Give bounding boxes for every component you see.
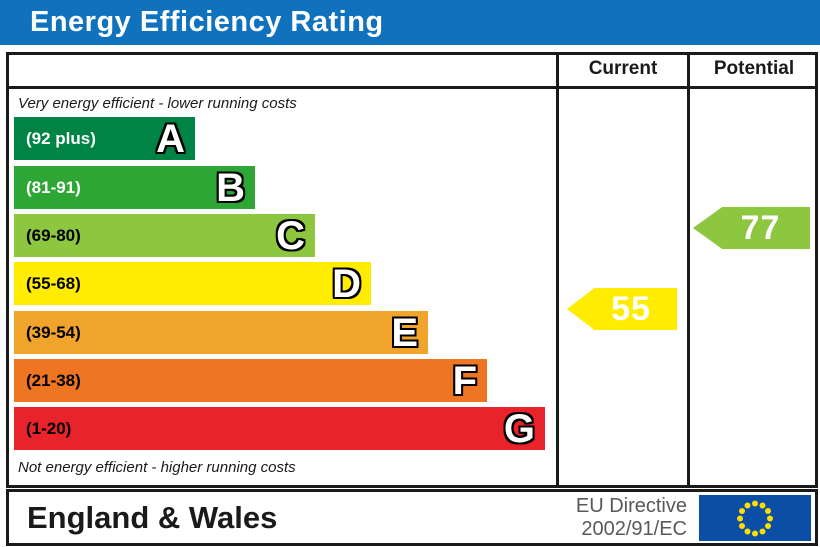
band-c-range: (69-80) [26, 225, 81, 245]
current-column-header: Current [588, 58, 658, 79]
eu-flag-icon [699, 494, 811, 541]
band-a-range: (92 plus) [26, 128, 96, 148]
header-row-divider [6, 86, 818, 89]
band-f: (21-38) F [14, 359, 487, 402]
band-e: (39-54) E [14, 311, 428, 354]
band-g: (1-20) G [14, 407, 545, 450]
band-f-range: (21-38) [26, 370, 81, 390]
eu-directive-line2: 2002/91/EC [581, 517, 687, 540]
current-column-divider [556, 52, 559, 488]
band-a: (92 plus) A [14, 117, 195, 160]
band-c-letter: C [276, 213, 305, 258]
band-e-letter: E [391, 310, 418, 355]
bottom-note: Not energy efficient - higher running co… [18, 459, 296, 476]
band-b: (81-91) B [14, 166, 255, 209]
eu-directive-line1: EU Directive [575, 494, 687, 517]
band-d-range: (55-68) [26, 273, 81, 293]
band-d-letter: D [332, 261, 361, 306]
title-bar: Energy Efficiency Rating [0, 0, 820, 45]
footer: England & Wales EU Directive 2002/91/EC [6, 489, 818, 546]
potential-rating-value: 77 [740, 208, 781, 247]
region-label: England & Wales [27, 499, 278, 535]
potential-rating-arrow: 77 [693, 207, 810, 249]
potential-column-divider [687, 52, 690, 488]
band-c: (69-80) C [14, 214, 315, 257]
page-title: Energy Efficiency Rating [30, 6, 384, 38]
band-a-letter: A [156, 116, 185, 161]
band-g-letter: G [503, 406, 535, 451]
top-note: Very energy efficient - lower running co… [18, 95, 297, 112]
current-rating-value: 55 [611, 289, 651, 328]
eu-directive-label: EU Directive 2002/91/EC [576, 495, 687, 541]
band-g-range: (1-20) [26, 418, 72, 438]
potential-column-header: Potential [713, 58, 795, 79]
band-d: (55-68) D [14, 262, 371, 305]
band-b-range: (81-91) [26, 177, 81, 197]
band-f-letter: F [452, 358, 477, 403]
band-e-range: (39-54) [26, 322, 81, 342]
band-b-letter: B [216, 165, 245, 210]
